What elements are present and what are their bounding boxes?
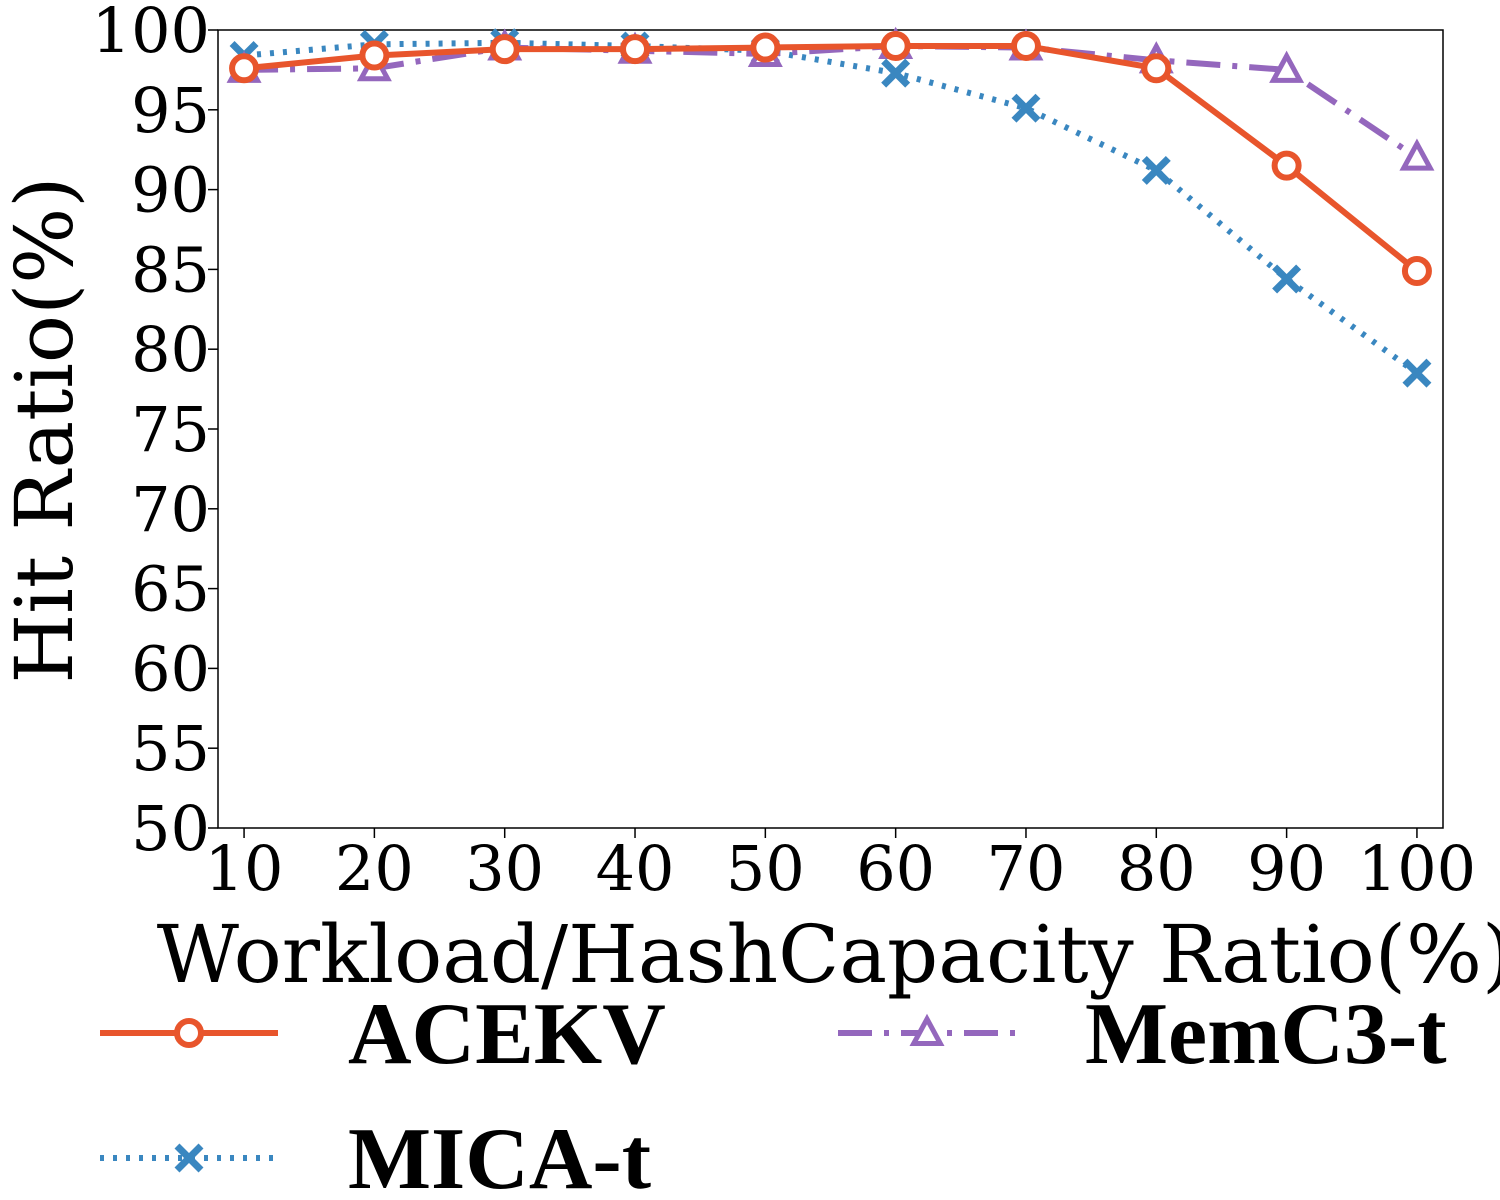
y-tick-label: 70 — [131, 473, 210, 546]
y-tick-label: 50 — [131, 792, 210, 865]
legend-swatch-marker — [174, 1143, 204, 1173]
y-tick-label: 90 — [131, 154, 210, 227]
data-point-memc3-t — [1269, 50, 1305, 83]
data-point-acekv — [359, 40, 390, 71]
x-tick-label: 20 — [335, 832, 414, 905]
x-tick-label: 30 — [465, 832, 544, 905]
y-tick-label: 80 — [131, 313, 210, 386]
data-point-acekv — [1271, 150, 1302, 181]
series-line-mica-t — [243, 39, 1419, 376]
data-point-mica-t — [1402, 358, 1432, 388]
data-point-acekv — [880, 30, 911, 61]
legend-label: ACEKV — [348, 986, 666, 1083]
legend-item-memc3-t: MemC3-t — [838, 986, 1447, 1083]
y-axis-title: Hit Ratio(%) — [0, 176, 91, 683]
x-tick-label: 70 — [987, 832, 1066, 905]
series-line-memc3-t — [244, 42, 1419, 161]
data-point-acekv — [1401, 255, 1432, 286]
series-acekv — [229, 30, 1432, 286]
y-tick-label: 55 — [131, 712, 210, 785]
x-axis-ticks: 10 20 30 40 50 60 70 80 90 100 — [205, 828, 1476, 905]
x-tick-label: 80 — [1117, 832, 1196, 905]
y-tick-label: 95 — [131, 74, 210, 147]
y-tick-label: 100 — [92, 0, 210, 67]
x-tick-label: 40 — [596, 832, 675, 905]
legend-label: MICA-t — [348, 1111, 651, 1200]
data-point-acekv — [489, 34, 520, 65]
data-point-mica-t — [1011, 93, 1041, 123]
y-tick-label: 60 — [131, 632, 210, 705]
x-axis-title: Workload/HashCapacity Ratio(%) — [157, 908, 1500, 1001]
data-point-acekv — [1010, 30, 1041, 61]
legend-item-mica-t: MICA-t — [100, 1111, 651, 1200]
data-point-mica-t — [881, 58, 911, 88]
data-point-acekv — [1141, 53, 1172, 84]
series-mica-t — [229, 28, 1432, 388]
y-tick-label: 85 — [131, 233, 210, 306]
series-line-acekv — [243, 42, 1419, 274]
legend-swatch-marker — [174, 1018, 204, 1048]
data-point-acekv — [229, 53, 260, 84]
data-point-acekv — [620, 34, 651, 65]
x-tick-label: 50 — [726, 832, 805, 905]
legend-item-acekv: ACEKV — [100, 986, 666, 1083]
data-point-mica-t — [1141, 155, 1171, 185]
x-tick-label: 60 — [856, 832, 935, 905]
legend-label: MemC3-t — [1085, 986, 1447, 1083]
legend-swatch-marker — [909, 1013, 945, 1046]
data-point-memc3-t — [1399, 138, 1435, 171]
plot-area-frame — [217, 29, 1444, 829]
y-tick-label: 75 — [131, 393, 210, 466]
x-tick-label: 100 — [1358, 832, 1476, 905]
y-tick-label: 65 — [131, 553, 210, 626]
legend: ACEKV MemC3-t MICA-t — [100, 986, 1447, 1200]
x-tick-label: 90 — [1247, 832, 1326, 905]
data-point-mica-t — [1272, 264, 1302, 294]
series-layer — [226, 26, 1435, 388]
x-tick-label: 10 — [205, 832, 284, 905]
data-point-acekv — [750, 32, 781, 63]
